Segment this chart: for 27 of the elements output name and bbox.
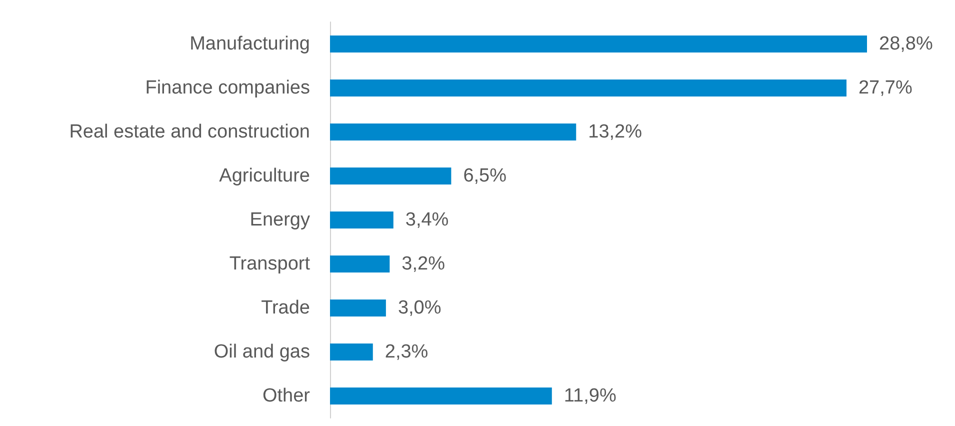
data-label: 13,2% (588, 122, 642, 142)
data-label: 3,2% (402, 254, 446, 274)
data-label: 6,5% (463, 166, 507, 186)
bar (330, 124, 576, 140)
y-tick-label: Agriculture (219, 166, 310, 186)
bar (330, 168, 452, 184)
y-tick-label: Other (262, 386, 311, 406)
y-tick-label: Energy (250, 210, 310, 230)
bar (330, 344, 373, 360)
data-label: 27,7% (858, 78, 912, 98)
data-label: 2,3% (384, 342, 428, 362)
bar (330, 388, 552, 404)
data-label: 28,8% (879, 34, 933, 54)
data-label: 11,9% (564, 386, 616, 406)
y-tick-label: Trade (261, 298, 310, 318)
bar (330, 80, 846, 96)
bar (330, 256, 390, 272)
y-tick-label: Finance companies (145, 78, 310, 98)
data-label: 3,0% (398, 298, 442, 318)
y-tick-label: Transport (229, 254, 311, 274)
bar (330, 212, 394, 228)
y-tick-label: Real estate and construction (69, 122, 310, 142)
data-label: 3,4% (405, 210, 449, 230)
y-tick-label: Manufacturing (190, 34, 310, 54)
bar (330, 300, 386, 316)
y-tick-label: Oil and gas (214, 342, 310, 362)
bar (330, 36, 867, 52)
